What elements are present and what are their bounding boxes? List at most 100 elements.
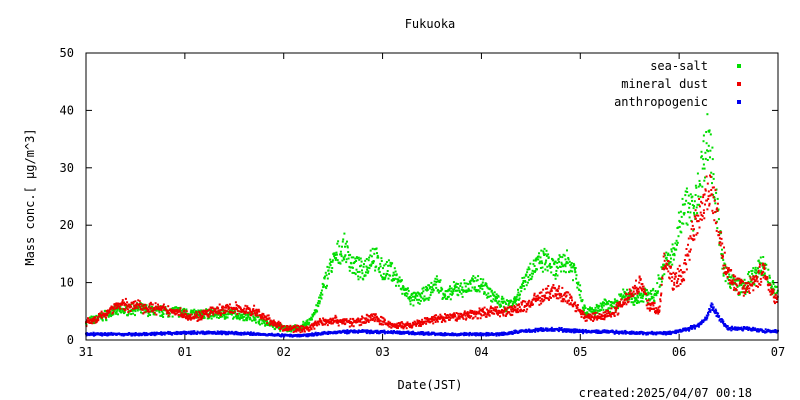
data-point	[281, 333, 284, 336]
data-point	[149, 314, 152, 316]
data-point	[463, 334, 465, 337]
data-point	[759, 263, 761, 266]
data-point	[693, 205, 695, 207]
data-point	[474, 276, 477, 279]
data-point	[772, 280, 775, 282]
data-point	[435, 281, 438, 283]
data-point	[319, 294, 322, 297]
data-point	[326, 277, 329, 280]
data-point	[546, 287, 549, 290]
data-point	[594, 312, 597, 315]
data-point	[743, 278, 746, 281]
data-point	[431, 286, 434, 289]
data-point	[540, 260, 543, 263]
data-point	[141, 308, 144, 311]
data-point	[546, 329, 549, 332]
data-point	[663, 273, 666, 276]
data-point	[210, 317, 213, 320]
data-point	[477, 289, 480, 292]
data-point	[139, 302, 142, 304]
data-point	[458, 289, 461, 292]
data-point	[525, 310, 528, 313]
data-point	[243, 315, 246, 318]
data-point	[254, 318, 257, 321]
data-point	[615, 308, 618, 311]
data-point	[440, 321, 443, 323]
data-point	[675, 272, 678, 275]
data-point	[484, 312, 487, 315]
data-point	[375, 330, 378, 333]
data-point	[640, 292, 643, 295]
data-point	[425, 285, 428, 288]
data-point	[504, 308, 507, 311]
data-point	[307, 327, 309, 330]
data-point	[352, 329, 355, 332]
data-point	[719, 244, 722, 247]
data-point	[549, 262, 551, 265]
data-point	[664, 254, 667, 257]
data-point	[391, 274, 394, 277]
data-point	[500, 305, 502, 307]
data-point	[109, 308, 112, 311]
data-point	[504, 301, 507, 304]
data-point	[190, 309, 193, 312]
data-point	[331, 319, 334, 321]
data-point	[426, 297, 429, 300]
data-point	[696, 203, 699, 206]
data-point	[454, 289, 457, 292]
data-point	[357, 278, 360, 281]
data-point	[763, 272, 766, 275]
data-point	[496, 297, 498, 300]
data-point	[600, 317, 603, 320]
data-point	[642, 300, 645, 303]
data-point	[565, 294, 568, 297]
data-point	[469, 316, 471, 319]
data-point	[306, 321, 309, 324]
data-point	[512, 310, 515, 313]
data-point	[705, 142, 708, 145]
data-point	[497, 333, 500, 335]
data-point	[466, 311, 469, 314]
data-point	[607, 302, 610, 305]
data-point	[673, 254, 676, 257]
data-point	[372, 332, 375, 335]
data-point	[124, 302, 127, 305]
data-point	[601, 306, 604, 309]
data-point	[612, 312, 615, 314]
data-point	[506, 312, 509, 315]
data-point	[626, 293, 629, 296]
data-point	[419, 295, 422, 298]
data-point	[685, 199, 688, 202]
data-point	[325, 287, 328, 290]
data-point	[625, 298, 628, 301]
data-point	[562, 330, 565, 333]
data-point	[615, 300, 618, 303]
data-point	[635, 279, 637, 282]
data-point	[313, 312, 315, 314]
data-point	[107, 315, 110, 318]
data-point	[138, 303, 141, 306]
data-point	[162, 305, 165, 308]
data-point	[437, 288, 440, 291]
data-point	[325, 322, 328, 325]
data-point	[772, 287, 775, 290]
data-point	[757, 285, 759, 288]
data-point	[518, 297, 521, 300]
data-point	[195, 314, 198, 317]
x-tick-label: 31	[79, 345, 93, 359]
data-point	[545, 259, 548, 262]
data-point	[180, 312, 183, 315]
data-point	[433, 314, 436, 317]
data-point	[150, 333, 153, 336]
data-point	[104, 314, 107, 317]
data-point	[669, 266, 672, 269]
data-point	[709, 156, 711, 159]
data-point	[733, 282, 736, 285]
data-point	[600, 304, 603, 307]
data-point	[153, 334, 156, 337]
data-point	[183, 307, 186, 310]
data-point	[598, 332, 601, 334]
data-point	[181, 313, 184, 316]
data-point	[251, 313, 254, 315]
data-point	[593, 310, 596, 313]
